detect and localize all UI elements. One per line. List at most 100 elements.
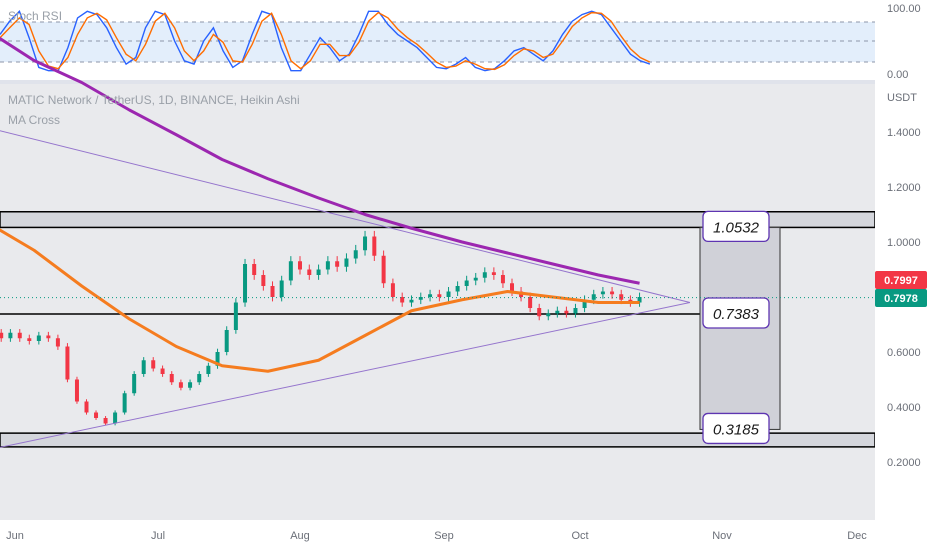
candle xyxy=(132,374,137,394)
candle xyxy=(17,332,22,339)
x-tick-label: Jul xyxy=(151,530,165,542)
candle xyxy=(610,291,615,295)
candle xyxy=(270,286,275,297)
currency-label: USDT xyxy=(887,92,917,104)
price-tag xyxy=(875,271,927,289)
candle xyxy=(573,308,578,314)
candle xyxy=(325,261,330,270)
pane-divider[interactable] xyxy=(0,80,932,84)
stoch-d-line xyxy=(0,11,651,71)
x-tick-label: Oct xyxy=(571,530,588,542)
candle xyxy=(491,272,496,275)
candle xyxy=(215,352,220,366)
x-tick-label: Nov xyxy=(712,530,732,542)
ma-fast-line xyxy=(0,228,640,373)
candle xyxy=(0,332,4,339)
candle xyxy=(437,294,442,297)
candle xyxy=(400,297,405,303)
candle xyxy=(428,294,433,297)
zone-label-box[interactable] xyxy=(702,210,770,243)
candle xyxy=(46,335,51,339)
candle xyxy=(252,264,257,275)
candle xyxy=(84,401,89,413)
y-tick-label: 1.2000 xyxy=(887,182,921,194)
candle xyxy=(473,277,478,281)
stoch-band xyxy=(0,22,875,62)
candle xyxy=(546,313,551,317)
price-tag-label: 0.7997 xyxy=(884,275,918,287)
candle xyxy=(564,310,569,314)
candle xyxy=(409,299,414,303)
zones xyxy=(0,211,876,448)
y-tick-label: 0.2000 xyxy=(887,457,921,469)
zone-label: 0.7383 xyxy=(713,306,760,323)
candle xyxy=(482,272,487,278)
candle xyxy=(122,393,127,413)
y-tick-label: 0.4000 xyxy=(887,402,921,414)
y-tick-label: 1.0000 xyxy=(887,237,921,249)
candle xyxy=(8,332,13,339)
candle xyxy=(298,261,302,270)
candle xyxy=(316,269,321,275)
zone-label: 1.0532 xyxy=(713,219,760,236)
candle xyxy=(591,294,596,300)
candle xyxy=(65,346,70,380)
candle xyxy=(103,418,108,424)
indicator-legend[interactable]: MA Cross xyxy=(8,113,60,127)
candle xyxy=(344,258,349,267)
zone-label: 0.3185 xyxy=(713,421,760,438)
candle xyxy=(261,275,266,286)
candle xyxy=(279,280,284,297)
candle xyxy=(141,360,146,374)
x-tick-label: Dec xyxy=(847,530,867,542)
candle xyxy=(381,255,386,284)
candle xyxy=(510,283,514,292)
candle xyxy=(455,286,460,292)
candle xyxy=(55,338,60,347)
stoch-k-line xyxy=(0,10,651,72)
candle xyxy=(224,330,229,352)
trendline xyxy=(0,302,691,448)
stoch-title: Stoch RSI xyxy=(8,9,62,23)
y-tick-label: 1.4000 xyxy=(887,127,921,139)
candle xyxy=(178,382,183,388)
candle xyxy=(555,310,560,314)
candle xyxy=(188,382,193,388)
candle xyxy=(464,280,469,286)
zone-label-box[interactable] xyxy=(702,297,770,329)
candle xyxy=(160,368,165,374)
stoch-axis-label: 100.00 xyxy=(887,3,921,15)
zone-label-box[interactable] xyxy=(702,412,770,445)
candle xyxy=(243,264,248,303)
price-tags: 0.7997 0.7978 xyxy=(875,271,927,307)
zone-labels: 1.0532 0.7383 0.3185 xyxy=(702,210,770,445)
candle xyxy=(36,335,41,341)
price-tag-label: 0.7978 xyxy=(884,293,918,305)
candle xyxy=(197,374,202,383)
candle xyxy=(335,261,340,267)
candle xyxy=(528,297,533,308)
candle xyxy=(288,261,293,281)
candle xyxy=(446,291,451,297)
candle xyxy=(637,297,642,303)
candle xyxy=(94,412,99,418)
stoch-axis: 100.00 0.00 xyxy=(887,3,921,81)
ma-lines xyxy=(0,36,875,448)
candle xyxy=(233,302,238,330)
candle xyxy=(537,308,542,317)
candle xyxy=(353,250,358,259)
candle xyxy=(418,297,423,300)
symbol-legend[interactable]: MATIC Network / TetherUS, 1D, BINANCE, H… xyxy=(8,93,300,107)
candle xyxy=(500,275,505,284)
candle xyxy=(600,291,605,295)
ma-slow-line xyxy=(0,36,640,285)
candle xyxy=(390,283,395,297)
stoch-lines xyxy=(0,10,651,72)
time-axis[interactable] xyxy=(0,520,932,550)
x-tick-label: Jun xyxy=(6,530,24,542)
x-tick-label: Sep xyxy=(434,530,454,542)
candle xyxy=(619,294,624,300)
trendline xyxy=(0,130,691,303)
